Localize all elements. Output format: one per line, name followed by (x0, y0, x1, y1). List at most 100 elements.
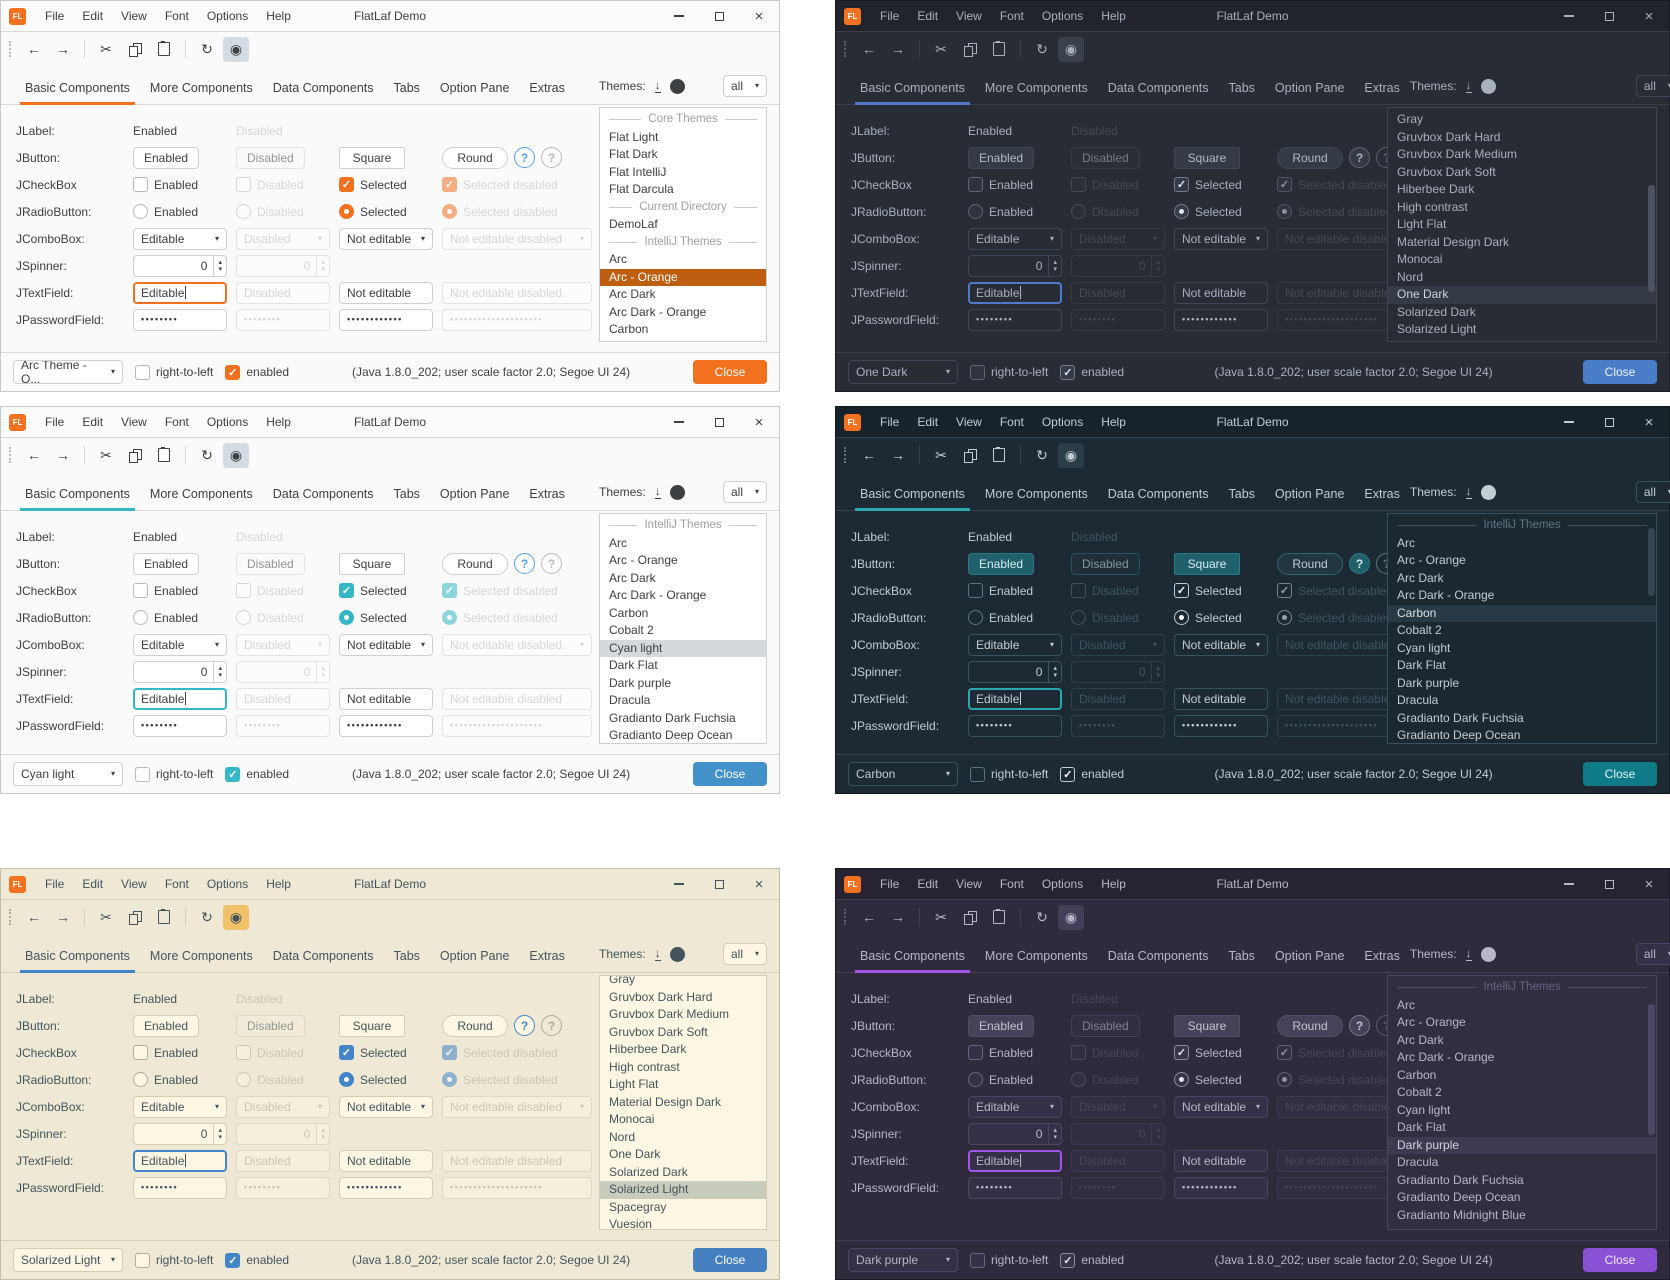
theme-list-item[interactable]: Dark Flat (1397, 1120, 1446, 1134)
theme-list-item[interactable]: Nord (609, 1129, 636, 1144)
download-icon[interactable]: ↓ (654, 77, 661, 93)
enabled-button[interactable]: Enabled (133, 1014, 200, 1037)
theme-list-item[interactable]: Carbon (1397, 1067, 1437, 1082)
theme-list-item[interactable]: Arc Dark (609, 287, 656, 301)
right-to-left-checkbox[interactable]: right-to-left (970, 364, 1048, 380)
menu-file[interactable]: File (45, 877, 65, 891)
radio-selected[interactable]: Selected (339, 204, 433, 219)
theme-list-item[interactable]: Flat IntelliJ (609, 164, 667, 179)
eye-toggle-button[interactable]: ◉ (1058, 442, 1084, 468)
theme-list-item[interactable]: Dark Flat (1397, 658, 1446, 672)
checkbox-selected[interactable]: Selected (1174, 1045, 1268, 1060)
menu-help[interactable]: Help (1101, 877, 1126, 891)
help-button-secondary[interactable]: ? (541, 1015, 562, 1036)
passwordfield-enabled[interactable]: •••••••• (133, 308, 227, 331)
download-icon[interactable]: ↓ (1465, 945, 1472, 961)
menu-help[interactable]: Help (266, 877, 291, 891)
theme-list-item[interactable]: Cyan light (1397, 1102, 1451, 1117)
right-to-left-checkbox[interactable]: right-to-left (970, 766, 1048, 782)
tab-data-components[interactable]: Data Components (272, 81, 374, 95)
square-button[interactable]: Square (1174, 1014, 1240, 1037)
github-icon[interactable] (669, 484, 685, 500)
tab-option-pane[interactable]: Option Pane (1274, 487, 1345, 501)
checkbox-selected[interactable]: Selected (339, 177, 433, 192)
toolbar-grip[interactable] (844, 909, 846, 925)
copy-button[interactable] (957, 905, 983, 930)
toolbar-grip[interactable] (844, 447, 846, 463)
theme-list-item[interactable]: Solarized Dark (1397, 304, 1476, 319)
tab-tabs[interactable]: Tabs (393, 487, 420, 501)
refresh-button[interactable]: ↻ (1036, 40, 1048, 57)
window-close-button[interactable]: × (1629, 407, 1669, 437)
tab-data-components[interactable]: Data Components (272, 487, 374, 501)
theme-list-item[interactable]: Solarized Light (600, 1181, 766, 1199)
tab-more-components[interactable]: More Components (984, 487, 1088, 501)
back-button[interactable]: ← (27, 41, 41, 57)
menu-options[interactable]: Options (1041, 9, 1084, 23)
theme-list-item[interactable]: Vuesion (609, 1217, 652, 1230)
round-button[interactable]: Round (1277, 1014, 1343, 1037)
theme-combobox[interactable]: Cyan light ▾ (13, 762, 123, 786)
radio-selected[interactable]: Selected (339, 610, 433, 625)
square-button[interactable]: Square (1174, 552, 1240, 575)
help-button[interactable]: ? (514, 147, 535, 168)
spinner-arrows-icon[interactable]: ▴ ▾ (1048, 255, 1061, 276)
close-dialog-button[interactable]: Close (693, 360, 767, 384)
theme-list-item[interactable]: Material Design Dark (1397, 234, 1510, 249)
download-icon[interactable]: ↓ (1465, 483, 1472, 499)
combobox-editable[interactable]: Editable ▾ (133, 1095, 227, 1118)
maximize-button[interactable] (699, 869, 739, 899)
radio-selected[interactable]: Selected (1174, 204, 1268, 219)
menu-edit[interactable]: Edit (917, 9, 939, 23)
spinner-enabled[interactable]: 0 ▴ ▾ (133, 660, 227, 683)
back-button[interactable]: ← (862, 41, 876, 57)
passwordfield-enabled[interactable]: •••••••• (968, 308, 1062, 331)
spinner-arrows-icon[interactable]: ▴ ▾ (213, 255, 226, 276)
theme-filter-combobox[interactable]: all ▾ (723, 75, 767, 97)
download-icon[interactable]: ↓ (654, 945, 661, 961)
theme-list-item[interactable]: Arc - Orange (1397, 1015, 1466, 1029)
spinner-arrows-icon[interactable]: ▴ ▾ (213, 1123, 226, 1144)
enabled-checkbox[interactable]: enabled (1060, 1252, 1124, 1268)
round-button[interactable]: Round (1277, 146, 1343, 169)
minimize-button[interactable] (1549, 407, 1589, 437)
theme-list-item[interactable]: One Dark (609, 1147, 661, 1161)
theme-list-item[interactable]: One Dark (1388, 286, 1656, 304)
enabled-checkbox[interactable]: enabled (1060, 364, 1124, 380)
theme-list-item[interactable]: Monocai (609, 1112, 655, 1126)
theme-filter-combobox[interactable]: all ▾ (1635, 481, 1670, 503)
menu-view[interactable]: View (121, 9, 147, 23)
radio-enabled[interactable]: Enabled (133, 204, 227, 219)
tab-basic-components[interactable]: Basic Components (15, 481, 140, 511)
theme-list-item[interactable]: Material Design Dark (609, 1094, 722, 1109)
menu-font[interactable]: Font (164, 415, 189, 429)
theme-list-item[interactable]: DemoLaf (609, 217, 658, 231)
theme-list-item[interactable]: Gray (609, 975, 636, 986)
theme-list-item[interactable]: Light Flat (609, 1077, 659, 1091)
theme-list-item[interactable]: Arc Dark (1397, 1032, 1444, 1047)
tab-extras[interactable]: Extras (529, 949, 565, 963)
textfield-editable[interactable]: Editable (968, 281, 1062, 304)
tab-extras[interactable]: Extras (1364, 81, 1400, 95)
passwordfield-enabled[interactable]: •••••••• (968, 714, 1062, 737)
menu-view[interactable]: View (121, 877, 147, 891)
menu-font[interactable]: Font (999, 9, 1024, 23)
tab-option-pane[interactable]: Option Pane (1274, 81, 1345, 95)
list-scrollbar-thumb[interactable] (1648, 527, 1655, 597)
enabled-button[interactable]: Enabled (133, 552, 200, 575)
cut-button[interactable]: ✂ (935, 908, 947, 925)
theme-list-item[interactable]: Flat Darcula (609, 182, 674, 196)
radio-enabled[interactable]: Enabled (133, 610, 227, 625)
theme-list-item[interactable]: Arc (609, 252, 627, 266)
checkbox-enabled[interactable]: Enabled (133, 583, 227, 598)
tab-more-components[interactable]: More Components (149, 487, 253, 501)
help-button-secondary[interactable]: ? (541, 147, 562, 168)
theme-list-item[interactable]: Arc (609, 535, 627, 550)
checkbox-enabled[interactable]: Enabled (968, 1045, 1062, 1060)
spinner-enabled[interactable]: 0 ▴ ▾ (968, 1122, 1062, 1145)
combobox-editable[interactable]: Editable ▾ (133, 227, 227, 250)
theme-combobox[interactable]: One Dark ▾ (848, 360, 958, 384)
paste-button[interactable] (986, 905, 1012, 930)
combobox-not-editable[interactable]: Not editable ▾ (339, 1095, 433, 1118)
textfield-editable[interactable]: Editable (133, 1149, 227, 1172)
